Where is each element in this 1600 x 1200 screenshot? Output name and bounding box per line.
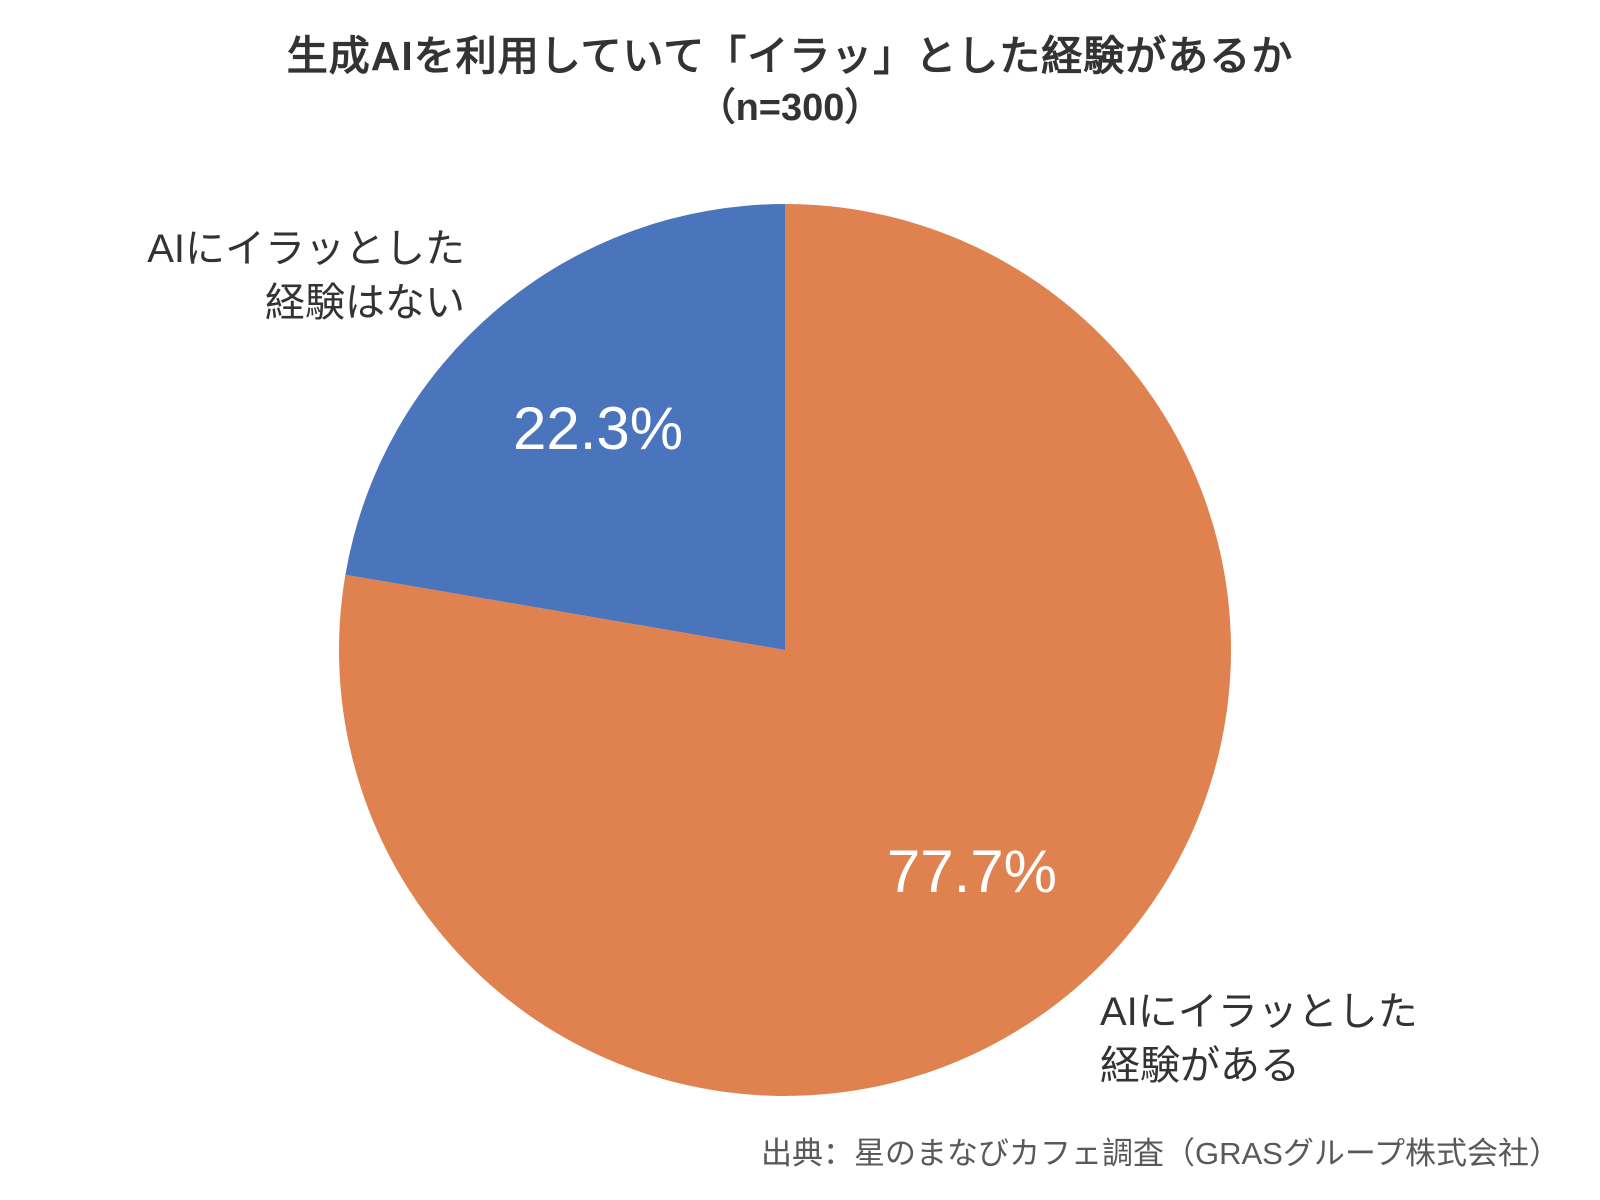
pie-slice-1 — [345, 204, 785, 650]
label-yes-experience: AIにイラッとした 経験がある — [1100, 985, 1520, 1093]
chart-title: 生成AIを利用していて「イラッ」とした経験があるか — [286, 33, 1294, 79]
label-no-experience-line2: 経験はない — [265, 281, 465, 325]
pie-slice-0 — [338, 204, 1231, 1096]
pie-percent-label-1: 22.3% — [513, 395, 683, 462]
source-credit: 出典：星のまなびカフェ調査（GRASグループ株式会社） — [761, 1136, 1560, 1171]
label-yes-experience-line2: 経験がある — [1100, 1044, 1300, 1088]
label-yes-experience-line1: AIにイラッとした — [1100, 990, 1418, 1034]
chart-subtitle: （n=300） — [697, 87, 883, 129]
label-no-experience: AIにイラッとした 経験はない — [115, 222, 465, 330]
label-no-experience-line1: AIにイラッとした — [147, 227, 465, 271]
pie-percent-label-0: 77.7% — [887, 838, 1057, 905]
